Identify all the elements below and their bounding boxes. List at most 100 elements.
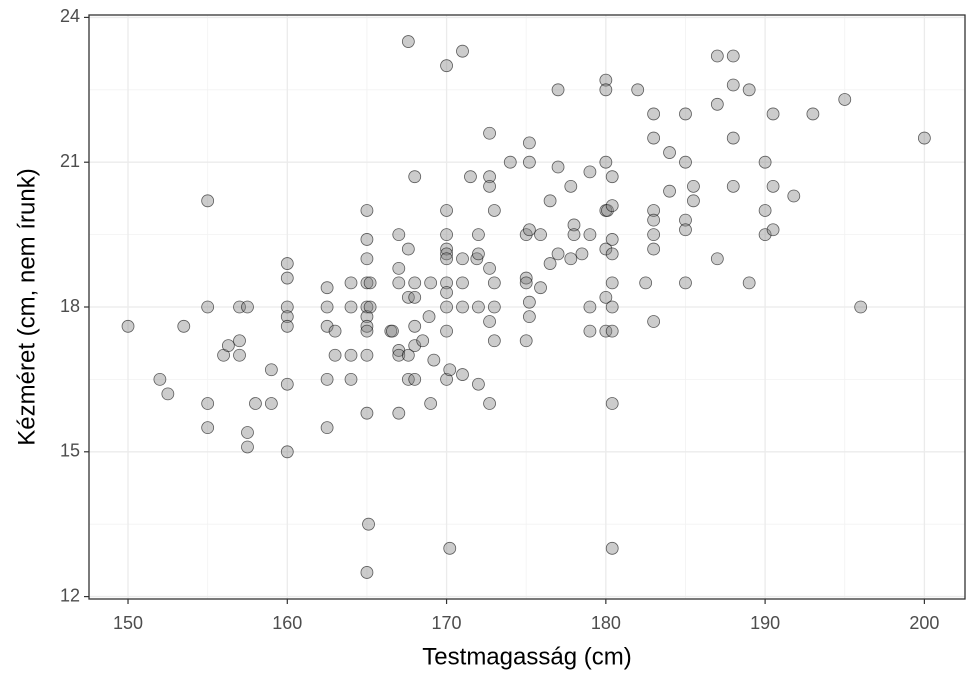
point (360, 324, 374, 338)
point (551, 160, 565, 174)
point (726, 131, 740, 145)
point (360, 204, 374, 217)
point (320, 281, 334, 295)
point (440, 372, 453, 386)
point (201, 421, 215, 435)
point (320, 372, 334, 386)
point (647, 315, 661, 328)
point (483, 126, 496, 140)
point (360, 300, 374, 314)
point (241, 440, 254, 454)
point (522, 310, 536, 324)
y-tick-label: 21 (60, 151, 80, 171)
point (392, 261, 406, 275)
point (456, 300, 469, 314)
point (392, 406, 406, 420)
x-tick-label: 170 (432, 613, 462, 633)
point (766, 223, 780, 237)
plot-border (88, 14, 966, 600)
point (483, 397, 496, 410)
point (487, 276, 501, 290)
point (440, 59, 453, 73)
point (422, 310, 436, 324)
point (639, 276, 653, 290)
point (440, 324, 453, 338)
point (344, 300, 358, 314)
point (161, 387, 175, 401)
point (583, 324, 597, 338)
point (440, 204, 453, 217)
point (726, 179, 740, 193)
point (280, 319, 294, 333)
point (440, 242, 453, 256)
point (679, 107, 692, 121)
point (483, 261, 496, 275)
point (401, 242, 415, 256)
point (320, 300, 334, 314)
point (201, 397, 215, 410)
point (456, 252, 469, 266)
point (440, 276, 453, 290)
point (456, 276, 469, 290)
point (567, 218, 581, 232)
point (401, 35, 415, 48)
point (427, 353, 441, 367)
point (363, 276, 377, 290)
point (534, 281, 547, 295)
point (362, 517, 375, 531)
x-tick-label: 160 (272, 613, 302, 633)
point (233, 348, 246, 362)
point (487, 204, 501, 217)
point (599, 242, 613, 256)
point (408, 290, 422, 304)
point (687, 194, 700, 208)
point (758, 204, 772, 217)
point (679, 223, 692, 237)
point (605, 541, 619, 555)
point (233, 334, 246, 348)
point (599, 290, 613, 304)
point (564, 252, 578, 266)
point (360, 310, 374, 324)
point (522, 223, 536, 237)
x-tick-label: 190 (750, 613, 780, 633)
point (917, 131, 931, 145)
y-tick-label: 15 (60, 441, 80, 461)
point (416, 334, 430, 348)
point (687, 179, 700, 193)
point (280, 271, 294, 285)
x-tick-label: 150 (113, 613, 143, 633)
point (464, 170, 477, 184)
point (440, 252, 453, 266)
point (605, 247, 619, 261)
point (456, 44, 469, 58)
point (280, 257, 294, 270)
point (264, 363, 278, 377)
point (121, 319, 135, 333)
point (483, 170, 496, 184)
y-axis-title: Kézméret (cm, nem írunk) (13, 168, 40, 445)
point (456, 368, 469, 381)
point (605, 300, 619, 314)
point (483, 179, 496, 193)
point (599, 155, 613, 169)
point (583, 165, 597, 179)
point (742, 276, 756, 290)
point (408, 319, 422, 333)
point (408, 276, 422, 290)
point (647, 131, 661, 145)
point (472, 247, 485, 261)
point (522, 136, 536, 150)
point (392, 228, 406, 242)
point (221, 339, 235, 353)
point (360, 319, 374, 333)
point (534, 228, 547, 242)
y-tick-label: 24 (60, 6, 80, 26)
point (392, 276, 406, 290)
point (280, 377, 294, 391)
point (564, 179, 578, 193)
point (483, 315, 496, 328)
point (328, 348, 342, 362)
point (710, 252, 724, 266)
point (201, 300, 215, 314)
